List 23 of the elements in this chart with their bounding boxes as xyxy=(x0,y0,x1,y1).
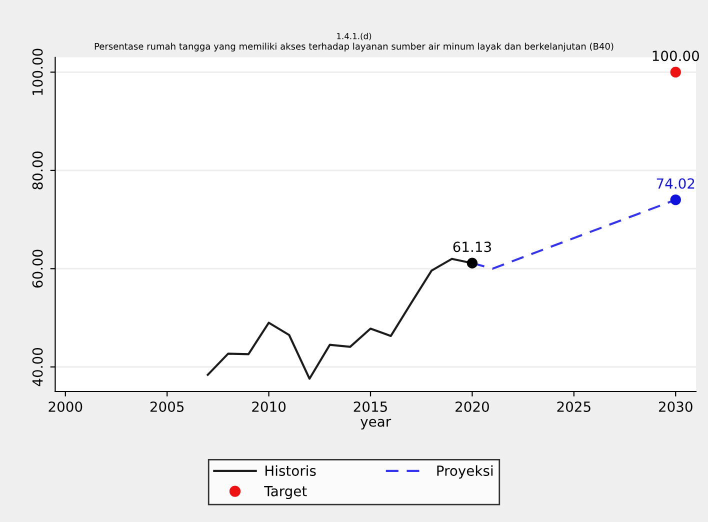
x-tick-label: 2020 xyxy=(456,401,489,412)
x-tick-label: 2010 xyxy=(252,401,286,412)
x-tick-label: 2025 xyxy=(557,401,590,412)
x-tick-label: 2000 xyxy=(48,401,82,412)
data-label: 74.02 xyxy=(656,178,694,189)
legend-label: Historis xyxy=(266,465,316,476)
x-tick-label: 2015 xyxy=(354,401,387,412)
point xyxy=(466,258,478,268)
point xyxy=(670,194,681,206)
chart-subtitle: Persentase rumah tangga yang memiliki akses terhadap layanan sumber air minum layak dan berkelanjutan (B40) xyxy=(94,42,614,52)
y-tick-label: 80.00 xyxy=(32,151,43,190)
y-tick-label: 40.00 xyxy=(32,348,43,386)
annotation: 100.00 xyxy=(652,50,699,62)
legend-label: Proyeksi xyxy=(437,465,493,479)
y-tick-label: 100.00 xyxy=(32,48,43,95)
chart-title: 1.4.1.(d) xyxy=(337,32,372,40)
x-axis-title: year xyxy=(360,418,392,430)
y-tick-label: 60.00 xyxy=(32,250,43,288)
point xyxy=(670,66,681,78)
x-tick-label: 2030 xyxy=(658,401,692,412)
data-label: 61.13 xyxy=(453,242,491,252)
x-tick-label: 2005 xyxy=(150,401,184,412)
legend-label: Target xyxy=(264,486,307,500)
